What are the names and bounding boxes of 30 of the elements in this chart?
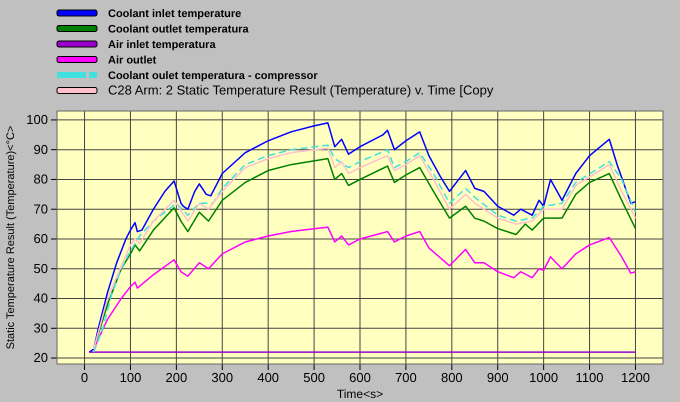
legend-label: C28 Arm: 2 Static Temperature Result (Temperature) v. Time [Copy — [108, 82, 494, 98]
legend-label: Coolant inlet temperature — [108, 8, 242, 20]
x-tick-label: 0 — [80, 370, 88, 386]
y-tick-label: 40 — [34, 290, 48, 306]
legend-label: Coolant outlet temperatura — [108, 24, 250, 36]
x-tick-label: 700 — [395, 370, 417, 386]
x-tick-label: 900 — [486, 370, 509, 386]
x-tick-label: 1100 — [576, 370, 604, 386]
x-tick-label: 1200 — [620, 370, 650, 386]
x-tick-label: 400 — [257, 370, 280, 386]
y-tick-label: 60 — [34, 231, 48, 246]
y-tick-label: 50 — [34, 260, 48, 276]
y-axis-title: Static Temperature Result (Temperature)<°C> — [5, 126, 17, 350]
x-tick-label: 600 — [349, 370, 371, 386]
y-tick-label: 100 — [26, 112, 48, 128]
legend-label: Coolant oulet temperatura - compressor — [108, 70, 318, 82]
x-tick-label: 100 — [120, 370, 142, 386]
y-tick-label: 90 — [34, 142, 48, 157]
x-tick-label: 500 — [303, 370, 325, 386]
x-axis-title: Time<s> — [336, 387, 384, 401]
x-tick-label: 300 — [211, 370, 234, 386]
x-tick-label: 800 — [440, 370, 463, 386]
legend-label: Air outlet — [108, 54, 157, 66]
legend-label: Air inlet temperatura — [108, 39, 216, 51]
x-tick-label: 200 — [166, 370, 188, 386]
y-tick-label: 30 — [34, 320, 48, 336]
x-tick-label: 1000 — [529, 370, 558, 386]
y-tick-label: 20 — [34, 350, 48, 366]
y-tick-label: 70 — [34, 201, 48, 216]
y-tick-label: 80 — [34, 172, 48, 187]
